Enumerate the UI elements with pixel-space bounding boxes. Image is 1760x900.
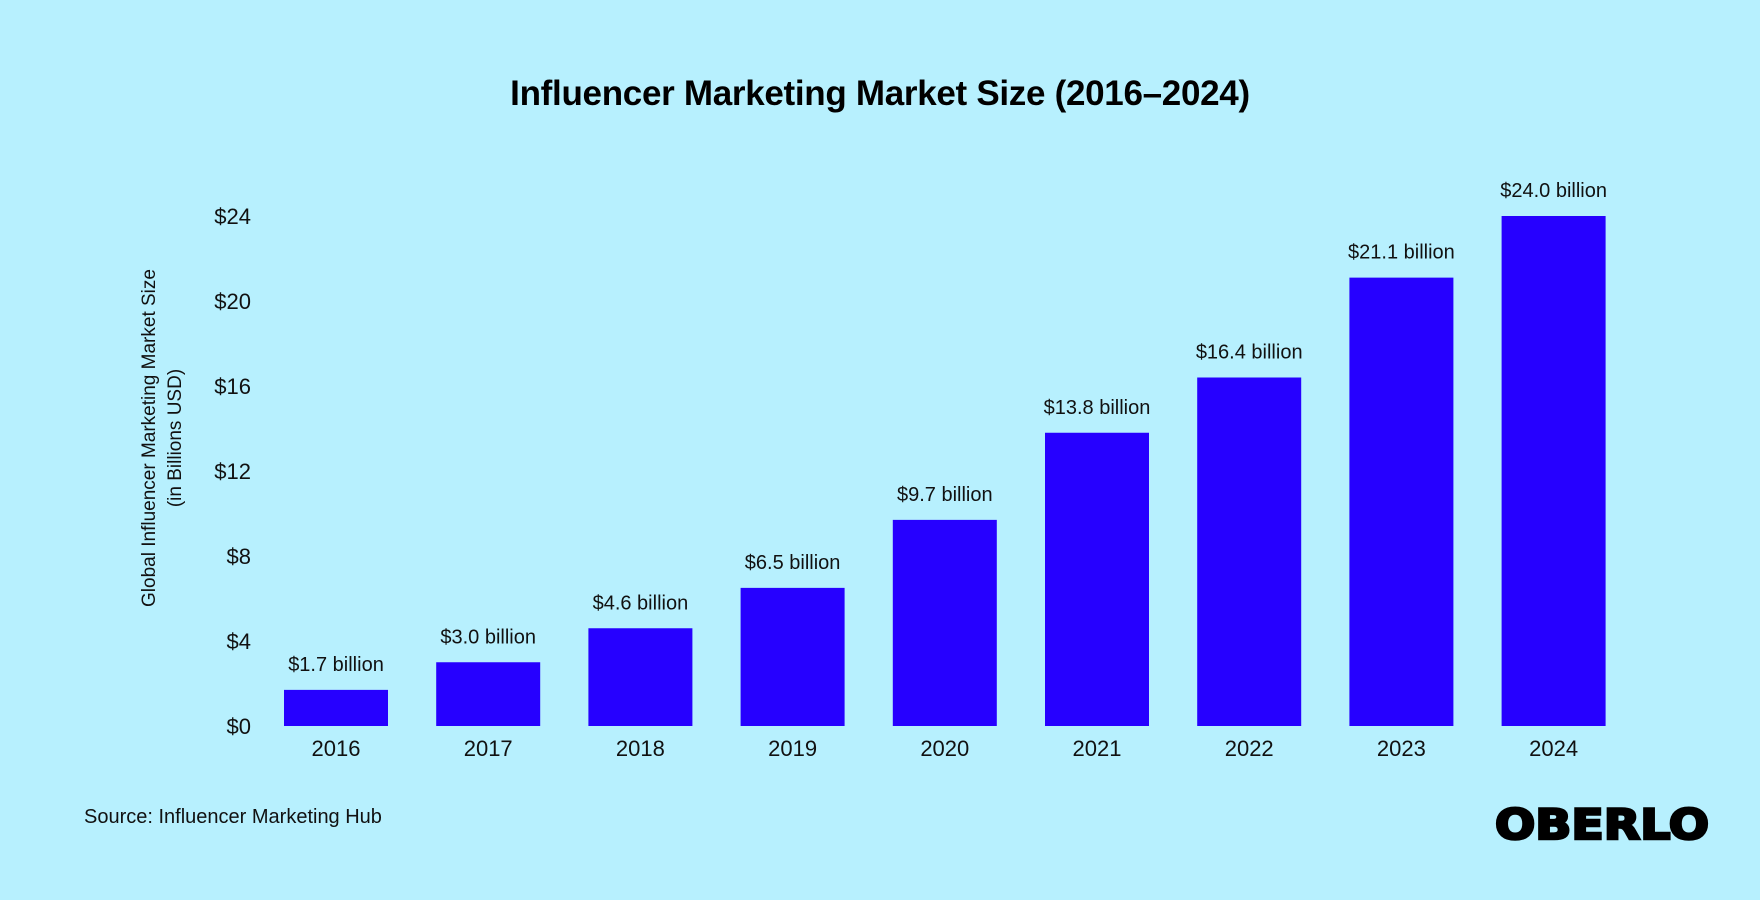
x-tick-label-2023: 2023 [1377, 736, 1426, 761]
y-axis-label-line: (in Billions USD) [165, 369, 186, 507]
data-label-2023: $21.1 billion [1348, 242, 1455, 264]
bar-2016 [284, 689, 388, 726]
source-note: Source: Influencer Marketing Hub [84, 806, 382, 828]
bars [284, 216, 1606, 726]
x-tick-label-2017: 2017 [464, 736, 513, 761]
bar-2020 [892, 519, 997, 726]
y-tick-label: $12 [214, 459, 251, 484]
x-tick-label-2022: 2022 [1225, 736, 1274, 761]
bar-2023 [1349, 277, 1454, 726]
y-tick-label: $4 [227, 629, 251, 654]
oberlo-logo: OBERLO [1494, 799, 1711, 849]
bar-chart: Global Influencer Marketing Market Size(… [139, 180, 1607, 761]
bar-2017 [436, 662, 541, 726]
data-label-2022: $16.4 billion [1196, 342, 1303, 364]
x-axis-ticks: 2016 2017 2018 2019 2020 2021 2022 2023 2024 [312, 736, 1579, 761]
bar-2018 [588, 628, 693, 726]
x-tick-label-2018: 2018 [616, 736, 665, 761]
y-tick-label: $16 [214, 374, 251, 399]
chart-title: Influencer Marketing Market Size (2016–2… [510, 74, 1250, 113]
x-tick-label-2019: 2019 [768, 736, 817, 761]
y-tick-label: $20 [214, 289, 251, 314]
data-label-2016: $1.7 billion [288, 654, 384, 676]
data-label-2020: $9.7 billion [897, 484, 993, 506]
y-axis-ticks: $0 $4 $8 $12 $16 $20 $24 [214, 204, 251, 739]
data-label-2019: $6.5 billion [745, 552, 841, 574]
y-tick-label: $0 [227, 714, 251, 739]
x-tick-label-2016: 2016 [312, 736, 361, 761]
y-axis-label: Global Influencer Marketing Market Size(… [139, 269, 186, 607]
bar-2022 [1197, 377, 1302, 726]
y-axis-label-line: Global Influencer Marketing Market Size [139, 269, 160, 607]
data-label-2021: $13.8 billion [1044, 397, 1151, 419]
y-tick-label: $24 [214, 204, 251, 229]
svg-text:OBERLO: OBERLO [1495, 800, 1709, 849]
data-label-2018: $4.6 billion [593, 592, 689, 614]
x-tick-label-2024: 2024 [1529, 736, 1578, 761]
bar-2019 [740, 587, 845, 726]
x-tick-label-2021: 2021 [1073, 736, 1122, 761]
data-labels: $1.7 billion $3.0 billion $4.6 billion $6.5… [288, 180, 1607, 676]
bar-2024 [1501, 216, 1606, 726]
data-label-2024: $24.0 billion [1500, 180, 1607, 202]
y-tick-label: $8 [227, 544, 251, 569]
x-tick-label-2020: 2020 [920, 736, 969, 761]
data-label-2017: $3.0 billion [440, 626, 536, 648]
bar-2021 [1045, 432, 1149, 726]
